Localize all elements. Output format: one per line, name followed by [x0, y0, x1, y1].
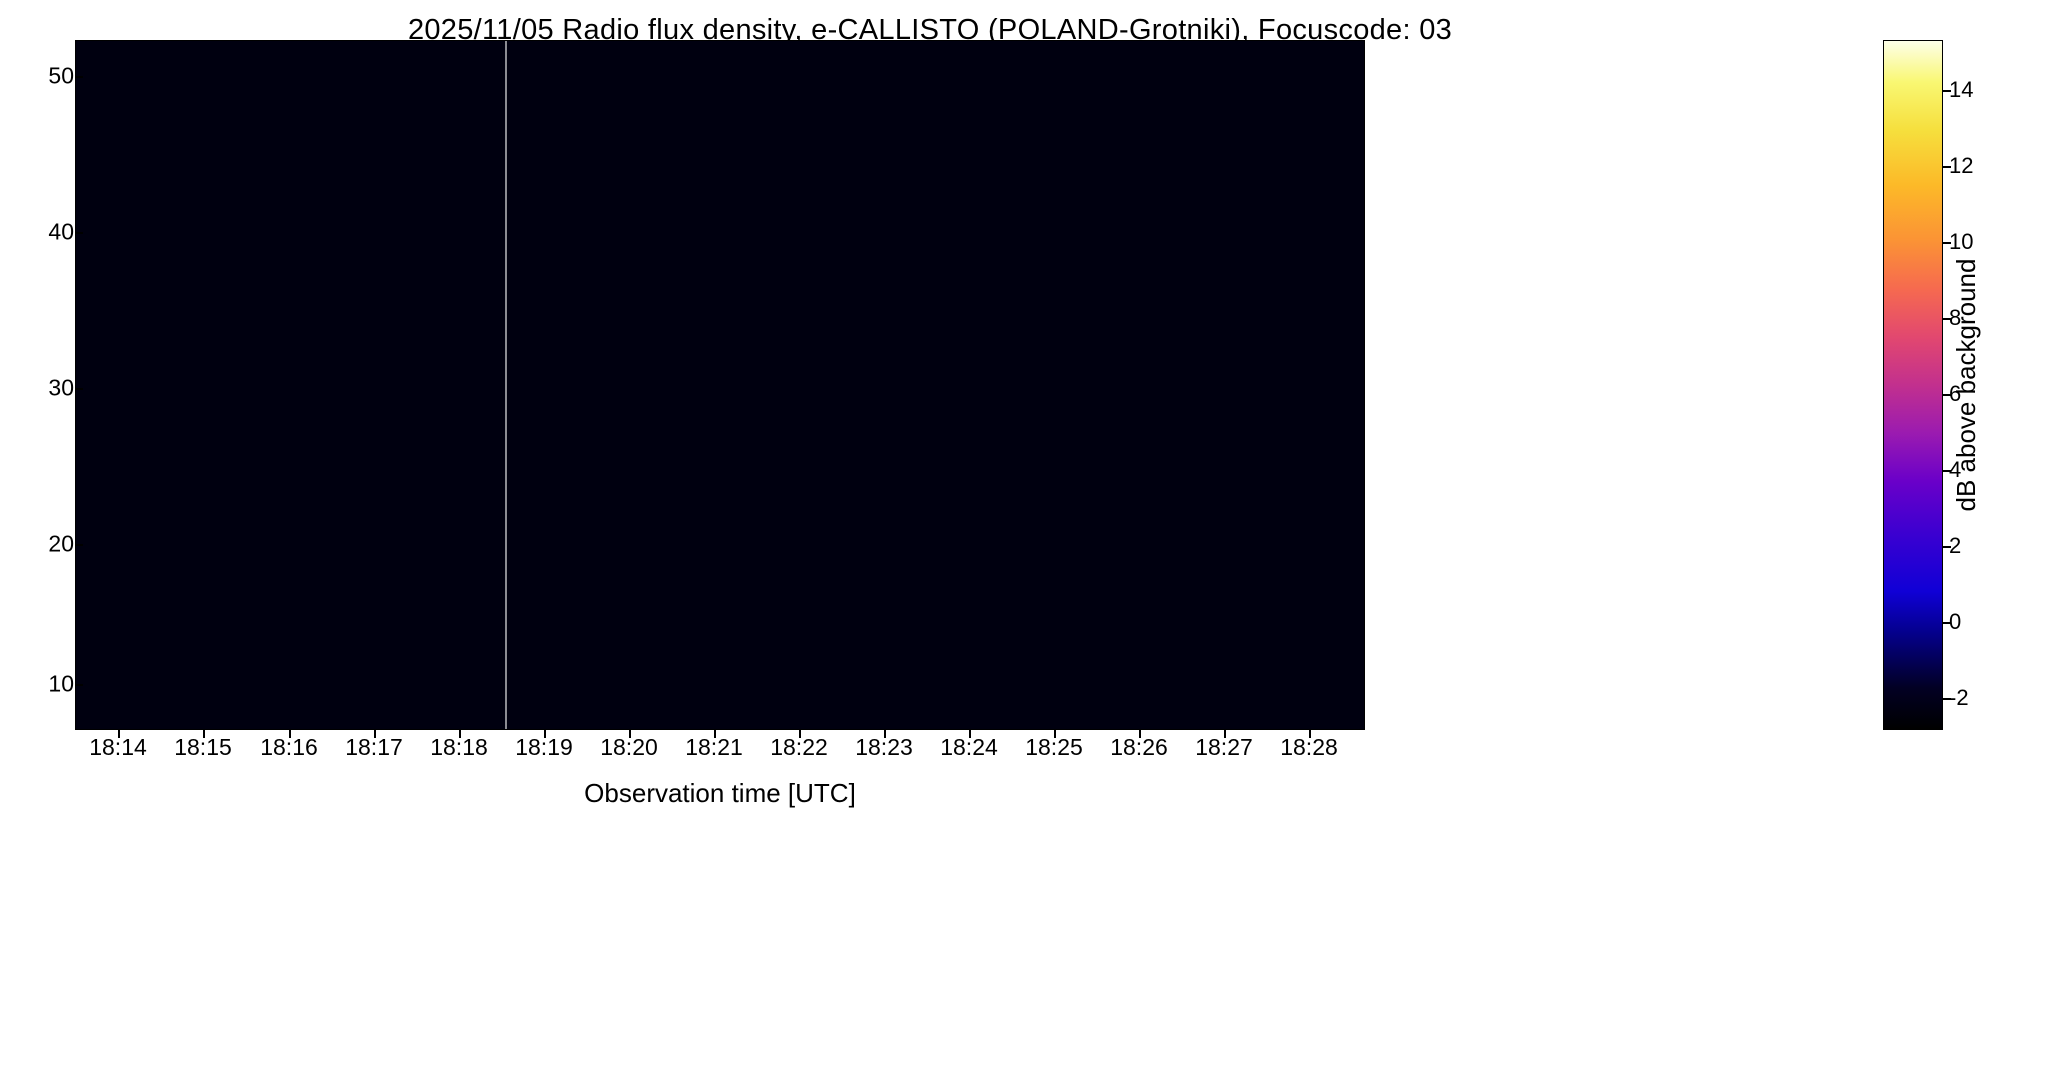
xtick-12: 18:26	[1110, 734, 1168, 761]
ytick-40: 40	[30, 219, 74, 246]
xtick-mark-13	[1224, 730, 1226, 738]
cbtick-mark-12	[1943, 166, 1951, 168]
ytick-mark-40	[75, 232, 83, 234]
xtick-8: 18:22	[770, 734, 828, 761]
ytick-mark-20	[75, 544, 83, 546]
xtick-3: 18:17	[345, 734, 403, 761]
spectrogram-canvas[interactable]	[76, 41, 1364, 729]
ytick-mark-50	[75, 76, 83, 78]
cbtick-mark-14	[1943, 90, 1951, 92]
xtick-mark-7	[714, 730, 716, 738]
cbtick-14: 14	[1949, 77, 1973, 103]
xtick-mark-9	[884, 730, 886, 738]
xtick-mark-2	[289, 730, 291, 738]
ytick-mark-10	[75, 684, 83, 686]
xtick-5: 18:19	[515, 734, 573, 761]
colorbar-label: dB above background	[1951, 175, 1982, 595]
xtick-10: 18:24	[940, 734, 998, 761]
xtick-mark-3	[374, 730, 376, 738]
cbtick-mark-2	[1943, 546, 1951, 548]
ytick-mark-30	[75, 388, 83, 390]
xtick-0: 18:14	[89, 734, 147, 761]
cbtick-mark-0	[1943, 622, 1951, 624]
xtick-4: 18:18	[430, 734, 488, 761]
colorbar-container[interactable]: -2 0 2 4 6 8 10 12 14 dB above backgroun…	[1883, 40, 1943, 730]
colorbar-gradient[interactable]	[1883, 40, 1943, 730]
xtick-mark-12	[1139, 730, 1141, 738]
ytick-10: 10	[30, 671, 74, 698]
ytick-20: 20	[30, 531, 74, 558]
cbtick-mark--2	[1943, 698, 1951, 700]
cbtick-mark-4	[1943, 470, 1951, 472]
xtick-6: 18:20	[600, 734, 658, 761]
xtick-mark-1	[203, 730, 205, 738]
cbtick-mark-6	[1943, 394, 1951, 396]
xtick-mark-0	[118, 730, 120, 738]
xtick-mark-6	[629, 730, 631, 738]
xtick-mark-11	[1054, 730, 1056, 738]
xtick-mark-8	[799, 730, 801, 738]
xtick-2: 18:16	[260, 734, 318, 761]
x-axis-label: Observation time [UTC]	[75, 778, 1365, 809]
discontinuity-seam	[505, 41, 507, 729]
xtick-7: 18:21	[685, 734, 743, 761]
xtick-14: 18:28	[1280, 734, 1338, 761]
cbtick--2: -2	[1949, 685, 1969, 711]
ytick-50: 50	[30, 63, 74, 90]
xtick-1: 18:15	[174, 734, 232, 761]
xtick-11: 18:25	[1025, 734, 1083, 761]
xtick-mark-4	[459, 730, 461, 738]
xtick-13: 18:27	[1195, 734, 1253, 761]
spectrogram-plot[interactable]	[75, 40, 1365, 730]
xtick-mark-5	[544, 730, 546, 738]
xtick-9: 18:23	[855, 734, 913, 761]
spectrogram-figure: 2025/11/05 Radio flux density, e-CALLIST…	[0, 0, 2047, 1067]
xtick-mark-10	[969, 730, 971, 738]
cbtick-mark-10	[1943, 242, 1951, 244]
cbtick-mark-8	[1943, 318, 1951, 320]
xtick-mark-14	[1309, 730, 1311, 738]
ytick-30: 30	[30, 375, 74, 402]
